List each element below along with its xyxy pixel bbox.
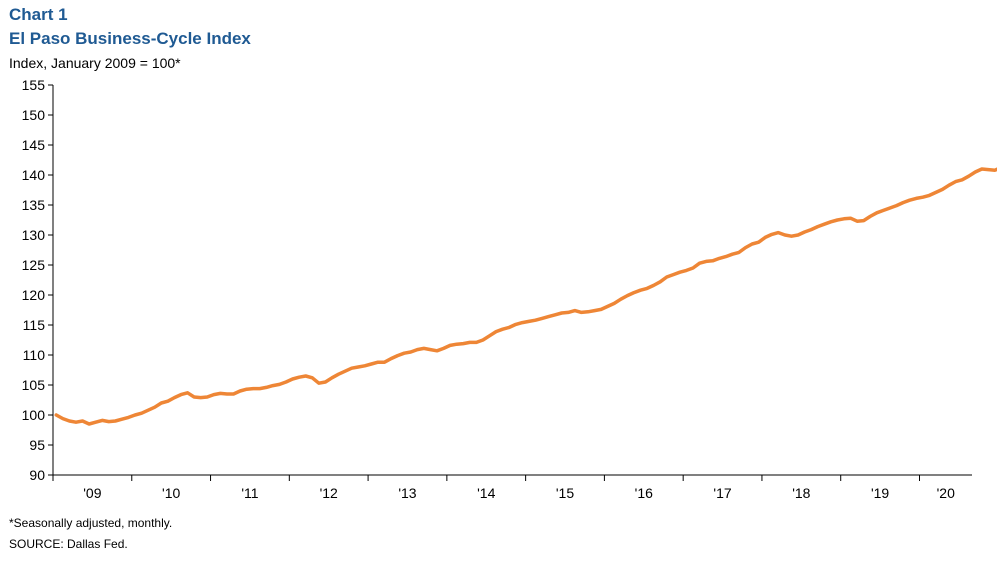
y-tick-label: 140 bbox=[22, 167, 46, 183]
x-tick-label: '15 bbox=[556, 485, 574, 501]
y-tick-label: 120 bbox=[22, 287, 46, 303]
chart-subtitle: Index, January 2009 = 100* bbox=[9, 55, 181, 71]
x-tick-label: '09 bbox=[83, 485, 101, 501]
footnote-note: *Seasonally adjusted, monthly. bbox=[9, 516, 173, 530]
y-tick-label: 135 bbox=[22, 197, 46, 213]
x-tick-label: '18 bbox=[792, 485, 810, 501]
x-tick-label: '10 bbox=[162, 485, 180, 501]
y-tick-label: 130 bbox=[22, 227, 46, 243]
x-tick-label: '14 bbox=[477, 485, 495, 501]
y-tick-label: 115 bbox=[23, 317, 46, 333]
chart-title: El Paso Business-Cycle Index bbox=[9, 29, 251, 48]
y-tick-label: 110 bbox=[23, 347, 46, 363]
y-tick-label: 105 bbox=[22, 377, 46, 393]
x-tick-label: '11 bbox=[241, 485, 258, 501]
y-tick-label: 155 bbox=[22, 77, 46, 93]
y-tick-label: 125 bbox=[22, 257, 46, 273]
y-tick-label: 145 bbox=[22, 137, 46, 153]
x-tick-label: '13 bbox=[398, 485, 416, 501]
footnote-source: SOURCE: Dallas Fed. bbox=[9, 537, 128, 551]
x-tick-label: '17 bbox=[713, 485, 731, 501]
chart-label: Chart 1 bbox=[9, 5, 68, 24]
y-tick-label: 100 bbox=[22, 407, 46, 423]
y-tick-label: 150 bbox=[22, 107, 46, 123]
series-line-0 bbox=[54, 167, 997, 426]
y-tick-label: 95 bbox=[29, 437, 45, 453]
x-tick-label: '12 bbox=[320, 485, 338, 501]
x-tick-label: '16 bbox=[635, 485, 653, 501]
x-tick-label: '20 bbox=[937, 485, 955, 501]
y-tick-label: 90 bbox=[29, 467, 45, 483]
x-tick-label: '19 bbox=[871, 485, 889, 501]
